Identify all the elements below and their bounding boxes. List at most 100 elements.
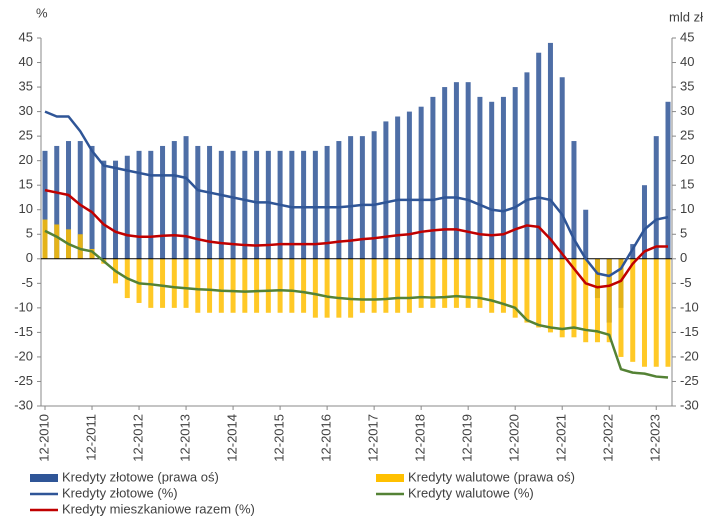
x-tick-label: 12-2016 bbox=[319, 414, 334, 462]
y-tick-label: -20 bbox=[14, 348, 33, 363]
bar bbox=[195, 258, 201, 313]
bar bbox=[583, 258, 589, 343]
line bbox=[44, 110, 669, 278]
y2-tick-label: -10 bbox=[680, 299, 699, 314]
legend-label: Kredyty złotowe (prawa oś) bbox=[62, 469, 219, 484]
x-tick-label: 12-2022 bbox=[601, 414, 616, 462]
bar bbox=[136, 150, 142, 259]
bar bbox=[536, 258, 542, 328]
y2-tick-label: -25 bbox=[680, 373, 699, 388]
bar bbox=[195, 145, 201, 259]
bar bbox=[559, 77, 565, 259]
bar bbox=[618, 258, 624, 357]
bar bbox=[442, 87, 448, 259]
bar bbox=[301, 258, 307, 313]
y-tick-label: 5 bbox=[26, 226, 33, 241]
bar bbox=[324, 145, 330, 259]
x-tick-label: 12-2021 bbox=[554, 414, 569, 462]
bar bbox=[500, 258, 506, 313]
bar bbox=[89, 145, 95, 259]
bar bbox=[136, 258, 142, 303]
y-tick-label: 35 bbox=[19, 79, 33, 94]
bar bbox=[641, 185, 647, 259]
bar bbox=[606, 258, 612, 343]
x-tick-label: 12-2011 bbox=[83, 414, 98, 461]
y2-tick-label: 20 bbox=[680, 152, 694, 167]
bar bbox=[383, 258, 389, 313]
y2-tick-label: -30 bbox=[680, 397, 699, 412]
bar bbox=[430, 96, 436, 259]
bar bbox=[77, 234, 83, 259]
bar bbox=[101, 160, 107, 259]
bar bbox=[500, 96, 506, 259]
bar bbox=[312, 258, 318, 318]
bar bbox=[442, 258, 448, 308]
bar bbox=[289, 258, 295, 313]
bar bbox=[254, 150, 260, 259]
bar bbox=[54, 224, 60, 259]
y2-tick-label: 45 bbox=[680, 29, 694, 44]
bar bbox=[183, 258, 189, 308]
x-tick-label: 12-2019 bbox=[460, 414, 475, 462]
legend-label: Kredyty mieszkaniowe razem (%) bbox=[62, 501, 255, 516]
bar bbox=[665, 101, 671, 259]
y-tick-label: 30 bbox=[19, 103, 33, 118]
y-tick-label: 0 bbox=[26, 250, 33, 265]
bar bbox=[489, 258, 495, 313]
bar bbox=[359, 258, 365, 313]
x-tick-label: 12-2014 bbox=[225, 414, 240, 462]
bar bbox=[547, 42, 553, 259]
y-tick-label: -15 bbox=[14, 324, 33, 339]
bar bbox=[230, 258, 236, 313]
y-tick-label: -5 bbox=[21, 275, 33, 290]
y2-tick-label: 25 bbox=[680, 128, 694, 143]
bar bbox=[465, 82, 471, 259]
bar bbox=[148, 150, 154, 259]
bar bbox=[242, 258, 248, 313]
bar bbox=[418, 258, 424, 308]
bar bbox=[653, 258, 659, 367]
bar bbox=[113, 160, 119, 259]
bar bbox=[406, 258, 412, 313]
bar bbox=[230, 150, 236, 259]
bar bbox=[559, 258, 565, 338]
bar bbox=[277, 258, 283, 313]
bar bbox=[54, 145, 60, 259]
bar bbox=[371, 258, 377, 313]
bar bbox=[477, 258, 483, 308]
x-tick-label: 12-2015 bbox=[272, 414, 287, 462]
x-tick-label: 12-2023 bbox=[648, 414, 663, 462]
bar bbox=[536, 52, 542, 259]
bar bbox=[42, 150, 48, 259]
bar bbox=[171, 141, 177, 259]
bar bbox=[207, 258, 213, 313]
bar bbox=[289, 150, 295, 259]
x-tick-label: 12-2020 bbox=[507, 414, 522, 462]
bar bbox=[547, 258, 553, 333]
y2-tick-label: -15 bbox=[680, 324, 699, 339]
bar bbox=[653, 136, 659, 259]
bar bbox=[89, 248, 95, 259]
bar bbox=[336, 141, 342, 259]
y2-tick-label: 10 bbox=[680, 201, 694, 216]
bar bbox=[477, 96, 483, 259]
bar bbox=[395, 116, 401, 259]
y2-tick-label: 35 bbox=[680, 79, 694, 94]
x-tick-label: 12-2013 bbox=[177, 414, 192, 462]
x-tick-label: 12-2018 bbox=[413, 414, 428, 462]
y2-tick-label: 5 bbox=[680, 226, 687, 241]
y-tick-label: 45 bbox=[19, 29, 33, 44]
y-tick-label: -30 bbox=[14, 397, 33, 412]
x-tick-label: 12-2010 bbox=[36, 414, 51, 462]
bar bbox=[160, 145, 166, 259]
y-axis-label: % bbox=[36, 5, 48, 20]
bar bbox=[218, 150, 224, 259]
bar bbox=[359, 136, 365, 259]
y2-tick-label: 30 bbox=[680, 103, 694, 118]
bar bbox=[512, 87, 518, 259]
y-tick-label: 40 bbox=[19, 54, 33, 69]
bar bbox=[207, 145, 213, 259]
bar bbox=[183, 136, 189, 259]
y-tick-label: 25 bbox=[19, 128, 33, 143]
